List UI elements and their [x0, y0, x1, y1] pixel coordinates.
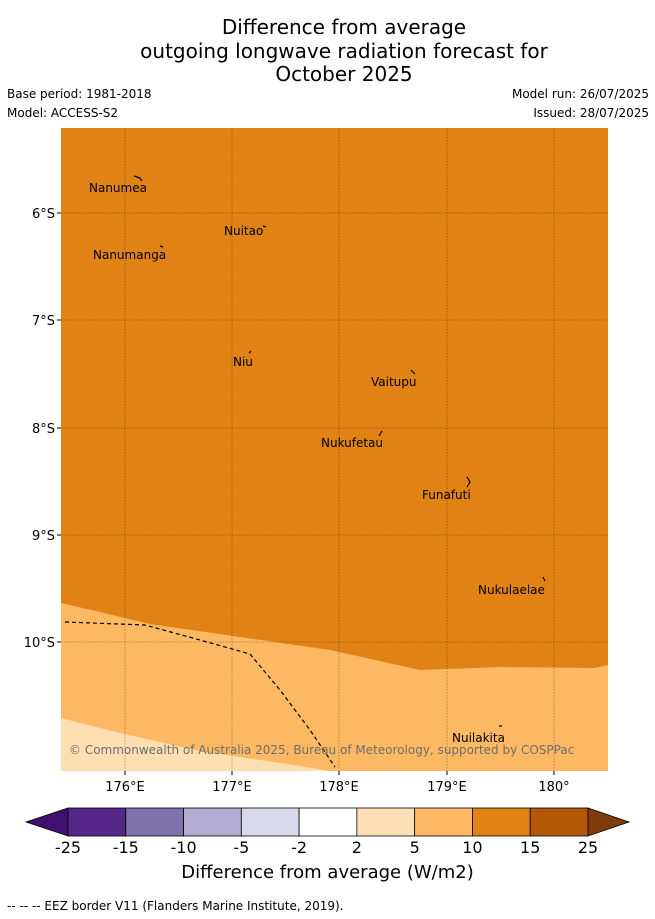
colorbar-tick-label: -2 [291, 838, 307, 857]
colorbar-tick-label: 10 [462, 838, 482, 857]
colorbar-box [356, 807, 416, 837]
colorbar-box [67, 807, 127, 837]
island-nukulaelae-shape [542, 576, 546, 582]
title-line-2: outgoing longwave radiation forecast for [140, 38, 548, 63]
island-label-nanumanga: Nanumanga [93, 248, 166, 262]
island-vaitupu-shape [410, 369, 416, 375]
island-label-nanumea: Nanumea [89, 181, 147, 195]
colorbar-tick-label: -15 [113, 838, 139, 857]
island-label-vaitupu: Vaitupu [371, 375, 417, 389]
colorbar-box [125, 807, 184, 837]
colorbar-tick-label: -10 [170, 838, 196, 857]
colorbar-tick-label: -5 [233, 838, 249, 857]
island-nanumea-shape [133, 175, 143, 182]
lon-label-180: 180° [538, 780, 569, 795]
colorbar-label: Difference from average (W/m2) [181, 862, 474, 883]
island-nuitao-shape [262, 225, 267, 228]
colorbar-box [414, 807, 473, 837]
island-label-nukufetau: Nukufetau [321, 436, 383, 450]
base-period: Base period: 1981-2018 [7, 87, 152, 101]
colorbar-boxes [24, 807, 631, 837]
island-niu-shape [248, 350, 252, 354]
island-nanumanga-shape [159, 245, 164, 248]
colorbar-box [298, 807, 358, 837]
title-line-1: Difference from average [221, 15, 467, 39]
island-label-nuitao: Nuitao [224, 224, 263, 238]
issued-date: Issued: 28/07/2025 [533, 106, 649, 120]
colorbar-tick-label: 2 [352, 838, 362, 857]
colorbar-box [240, 807, 300, 837]
chart-title: Difference from average outgoing longwav… [0, 15, 655, 87]
axis-ticks [57, 212, 555, 775]
model-run: Model run: 26/07/2025 [511, 87, 649, 101]
island-label-niu: Niu [233, 355, 253, 369]
island-funafuti-shape [466, 476, 471, 488]
island-label-funafuti: Funafuti [422, 488, 471, 502]
lon-label-179e: 179°E [427, 780, 467, 795]
island-label-nuilakita: Nuilakita [452, 731, 505, 745]
lat-label-6s: 6°S [32, 207, 55, 222]
colorbar-box [183, 807, 242, 837]
copyright-notice: © Commonwealth of Australia 2025, Bureau… [69, 743, 574, 757]
colorbar-tick-label: -25 [55, 838, 81, 857]
lat-label-7s: 7°S [32, 314, 55, 329]
colorbar: -25 -15 -10 -5 -2 2 5 10 15 25 [24, 807, 631, 857]
title-line-3: October 2025 [275, 62, 413, 86]
graticule [61, 128, 608, 771]
island-labels: Nanumea Nuitao Nanumanga Niu Vaitupu Nuk… [89, 181, 545, 745]
lat-label-9s: 9°S [32, 529, 55, 544]
lat-tick-labels: 6°S 7°S 8°S 9°S 10°S [24, 207, 55, 651]
colorbar-extend-low [24, 807, 69, 837]
lon-label-178e: 178°E [319, 780, 359, 795]
colorbar-tick-label: 15 [520, 838, 540, 857]
anomaly-2-to-5-region [61, 718, 330, 771]
eez-footnote: -- -- -- EEZ border V11 (Flanders Marine… [7, 899, 344, 913]
island-label-nukulaelae: Nukulaelae [478, 583, 545, 597]
colorbar-tick-label: 5 [410, 838, 420, 857]
anomaly-5-to-10-region [61, 603, 608, 771]
colorbar-box [472, 807, 531, 837]
colorbar-tick-labels: -25 -15 -10 -5 -2 2 5 10 15 25 [55, 838, 598, 857]
eez-border-line [64, 621, 336, 768]
map-panel: Nanumea Nuitao Nanumanga Niu Vaitupu Nuk… [24, 128, 608, 795]
lon-label-176e: 176°E [105, 780, 145, 795]
model-name: Model: ACCESS-S2 [7, 106, 119, 120]
lat-label-8s: 8°S [32, 422, 55, 437]
island-outlines [133, 175, 546, 727]
island-nukufetau-shape [378, 430, 383, 437]
colorbar-box [529, 807, 589, 837]
colorbar-tick-label: 25 [578, 838, 598, 857]
lon-label-177e: 177°E [212, 780, 252, 795]
lon-tick-labels: 176°E 177°E 178°E 179°E 180° [105, 780, 569, 795]
lat-label-10s: 10°S [24, 636, 55, 651]
colorbar-extend-high [587, 807, 631, 837]
